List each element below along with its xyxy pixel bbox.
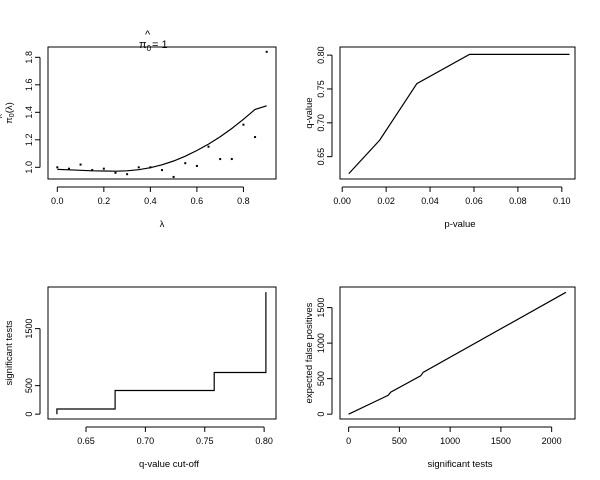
false-positives-y-tick-label: 1000 [316, 333, 326, 353]
pi0-point [242, 123, 245, 126]
qvalue-pvalue-y-tick-label: 0.80 [316, 46, 326, 64]
qvalue-pvalue-x-tick-label: 0.04 [421, 196, 439, 206]
pi0-x-axis: 0.0 0.2 0.4 0.6 0.8 [51, 186, 250, 206]
false-positives-y-axis: 0 500 1000 1500 [316, 298, 333, 417]
significant-tests-series-line [56, 292, 267, 415]
pi0-point [79, 163, 82, 166]
pi0-point [265, 50, 268, 53]
significant-tests-x-tick-label: 0.75 [196, 436, 214, 446]
qvalue-pvalue-x-tick-label: 0.02 [377, 196, 395, 206]
qvalue-pvalue-x-axis: 0.00 0.02 0.04 0.06 0.08 0.10 [333, 186, 571, 206]
false-positives-x-label: significant tests [428, 459, 493, 470]
significant-tests-x-axis: 0.65 0.70 0.75 0.80 [77, 426, 273, 446]
pi0-y-tick-label: 1.4 [24, 106, 34, 119]
false-positives-y-tick-label: 1500 [316, 298, 326, 318]
pi0-point [172, 175, 175, 178]
false-positives-x-tick-label: 0 [346, 436, 351, 446]
pi0-point [102, 167, 105, 170]
false-positives-y-tick-label: 500 [316, 371, 326, 386]
pi0-point [254, 136, 257, 139]
false-positives-data [348, 291, 567, 415]
pi0-y-tick-label: 1.2 [24, 134, 34, 147]
pi0-point [219, 158, 222, 161]
pi0-point [184, 162, 187, 165]
significant-tests-y-tick-label: 500 [24, 378, 34, 393]
qvalue-pvalue-plot-frame [339, 46, 576, 180]
qvalue-pvalue-x-tick-label: 0.08 [509, 196, 527, 206]
false-positives-x-tick-label: 2000 [542, 436, 562, 446]
pi0-point [114, 171, 117, 174]
pi0-point [126, 173, 129, 176]
pi0-y-label: π0(λ) [4, 102, 16, 124]
pi0-y-label-hat: ^ [0, 113, 7, 118]
false-positives-x-tick-label: 500 [392, 436, 407, 446]
false-positives-series-line [348, 291, 567, 415]
significant-tests-data [56, 292, 267, 415]
pi0-x-tick-label: 0.6 [191, 196, 204, 206]
qvalue-pvalue-x-tick-label: 0.06 [465, 196, 483, 206]
significant-tests-panel: 0.65 0.70 0.75 0.80 0 500 1500 q-value cut-of… [4, 286, 277, 470]
false-positives-x-tick-label: 1000 [440, 436, 460, 446]
qvalue-pvalue-x-label: p-value [444, 219, 475, 230]
pi0-title: π0= 1 [139, 39, 168, 53]
significant-tests-y-axis: 0 500 1500 [24, 319, 41, 417]
pi0-y-tick-label: 1.0 [24, 161, 34, 174]
qvalue-pvalue-x-tick-label: 0.00 [333, 196, 351, 206]
qvalue-pvalue-series-line [348, 53, 570, 175]
significant-tests-x-tick-label: 0.70 [137, 436, 155, 446]
pi0-y-tick-label: 1.8 [24, 51, 34, 64]
significant-tests-x-tick-label: 0.80 [255, 436, 273, 446]
significant-tests-x-tick-label: 0.65 [77, 436, 95, 446]
pi0-y-axis: 1.0 1.2 1.4 1.6 1.8 [24, 51, 41, 174]
pi0-x-tick-label: 0.0 [51, 196, 64, 206]
false-positives-y-label: expected false positives [304, 302, 315, 403]
pi0-x-tick-label: 0.2 [98, 196, 111, 206]
pi0-point [91, 169, 94, 172]
false-positives-x-axis: 0 500 1000 1500 2000 [346, 426, 562, 446]
pi0-y-tick-label: 1.6 [24, 79, 34, 92]
qvalue-pvalue-y-tick-label: 0.75 [316, 80, 326, 98]
pi0-title-hat: ^ [145, 29, 151, 41]
pi0-point [207, 145, 210, 148]
pi0-point [67, 167, 70, 170]
pi0-point [195, 164, 198, 167]
qvalue-pvalue-y-tick-label: 0.65 [316, 148, 326, 166]
significant-tests-x-label: q-value cut-off [139, 459, 199, 470]
pi0-panel: 0.0 0.2 0.4 0.6 0.8 1.01.21.41.61.8 π0= 1 ^ … [0, 29, 277, 230]
pi0-point [161, 169, 163, 172]
pi0-data [56, 50, 268, 178]
pi0-plot-frame [47, 46, 277, 180]
false-positives-panel: 0 500 1000 1500 2000 0 500 1000 1500 significan… [304, 286, 576, 470]
qvalue-pvalue-y-label: q-value [304, 97, 315, 128]
pi0-point [56, 166, 59, 169]
qvalue-pvalue-panel: 0.00 0.02 0.04 0.06 0.08 0.10 0.65 0.70 0.75 0.8… [304, 46, 576, 230]
qvalue-pvalue-data [348, 53, 570, 175]
significant-tests-y-tick-label: 0 [24, 412, 34, 417]
qvalue-pvalue-y-axis: 0.65 0.70 0.75 0.80 [316, 46, 333, 166]
qvalue-pvalue-x-tick-label: 0.10 [553, 196, 571, 206]
significant-tests-y-label: significant tests [4, 320, 15, 385]
pi0-x-label: λ [160, 219, 165, 230]
false-positives-x-tick-label: 1500 [491, 436, 511, 446]
qvalue-pvalue-y-tick-label: 0.70 [316, 114, 326, 132]
significant-tests-plot-frame [47, 286, 277, 420]
significant-tests-y-tick-label: 1500 [24, 319, 34, 339]
pi0-point [137, 166, 140, 169]
false-positives-y-tick-label: 0 [316, 412, 326, 417]
pi0-x-tick-label: 0.8 [237, 196, 250, 206]
false-positives-plot-frame [339, 286, 576, 420]
pi0-x-tick-label: 0.4 [144, 196, 157, 206]
pi0-point [230, 158, 233, 161]
pi0-fit-line [57, 105, 267, 172]
